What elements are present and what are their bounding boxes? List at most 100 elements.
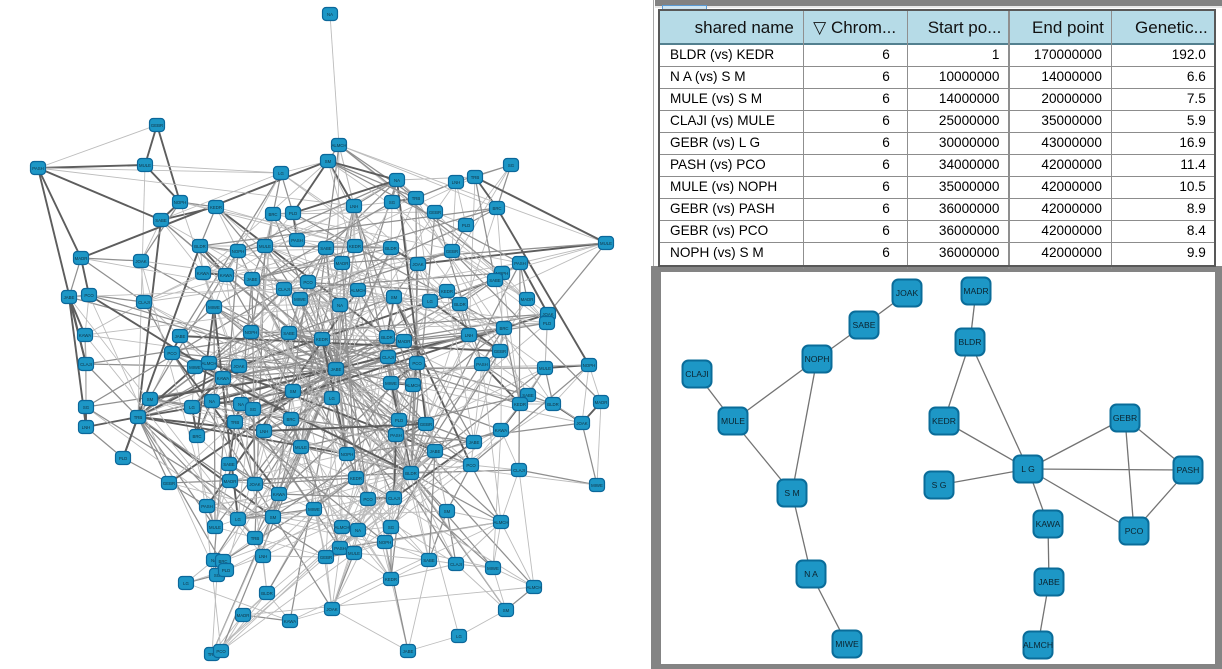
svg-text:BLDR: BLDR — [381, 335, 392, 340]
svg-text:BRC: BRC — [286, 417, 295, 422]
svg-text:NA: NA — [337, 303, 343, 308]
svg-text:JOAK: JOAK — [412, 262, 423, 267]
svg-text:MIWE: MIWE — [487, 566, 499, 571]
svg-text:LG: LG — [329, 396, 335, 401]
svg-text:PASH: PASH — [291, 238, 302, 243]
svg-text:TRB: TRB — [134, 415, 143, 420]
svg-text:MIWE: MIWE — [189, 365, 201, 370]
svg-text:SM: SM — [444, 509, 451, 514]
svg-text:LG: LG — [183, 581, 189, 586]
svg-text:BLDR: BLDR — [959, 337, 982, 347]
svg-text:NOPH: NOPH — [232, 249, 244, 254]
svg-text:LG: LG — [189, 405, 195, 410]
svg-text:LNH: LNH — [350, 204, 359, 209]
svg-text:SM: SM — [270, 515, 277, 520]
svg-text:BRC: BRC — [192, 434, 201, 439]
svg-text:KEDR: KEDR — [349, 244, 361, 249]
svg-text:JABE: JABE — [175, 334, 186, 339]
svg-text:JOAK: JOAK — [249, 482, 260, 487]
svg-text:BRC: BRC — [499, 326, 508, 331]
svg-text:SG: SG — [388, 525, 395, 530]
svg-text:JABE: JABE — [403, 649, 414, 654]
svg-text:KEDR: KEDR — [514, 402, 526, 407]
svg-text:TRB: TRB — [251, 536, 260, 541]
svg-text:ALMCH: ALMCH — [331, 143, 346, 148]
svg-text:BLDR: BLDR — [454, 302, 465, 307]
svg-text:SG: SG — [389, 200, 396, 205]
svg-text:PCO: PCO — [303, 280, 313, 285]
svg-text:JOAK: JOAK — [135, 259, 146, 264]
svg-text:S G: S G — [932, 480, 947, 490]
svg-text:NOPH: NOPH — [341, 452, 353, 457]
svg-text:PCO: PCO — [84, 293, 94, 298]
svg-text:KAWA: KAWA — [1036, 519, 1061, 529]
svg-text:MADR: MADR — [521, 297, 534, 302]
svg-text:SABE: SABE — [489, 278, 501, 283]
svg-text:MADR: MADR — [237, 613, 250, 618]
svg-text:JOAK: JOAK — [896, 288, 919, 298]
svg-text:MADR: MADR — [224, 479, 237, 484]
svg-text:SM: SM — [503, 608, 510, 613]
svg-text:CLAJI: CLAJI — [278, 287, 290, 292]
svg-text:CLAJI: CLAJI — [513, 468, 525, 473]
svg-text:MIWE: MIWE — [294, 297, 306, 302]
svg-text:LNH: LNH — [260, 429, 269, 434]
svg-text:CLAJI: CLAJI — [138, 300, 150, 305]
svg-text:NOPH: NOPH — [583, 363, 595, 368]
svg-text:NA: NA — [238, 402, 244, 407]
svg-text:SABE: SABE — [223, 462, 235, 467]
svg-text:MIWE: MIWE — [208, 305, 220, 310]
svg-text:ALMCH: ALMCH — [334, 525, 349, 530]
svg-text:PCO: PCO — [466, 463, 476, 468]
svg-text:PASH: PASH — [32, 166, 43, 171]
svg-text:CLAJI: CLAJI — [382, 355, 394, 360]
svg-text:PCO: PCO — [1125, 526, 1144, 536]
svg-text:SM: SM — [325, 159, 332, 164]
svg-text:GEBR: GEBR — [446, 249, 458, 254]
svg-text:JABE: JABE — [64, 295, 75, 300]
svg-text:BLDR: BLDR — [194, 244, 205, 249]
svg-text:GEBR: GEBR — [420, 422, 432, 427]
svg-text:ALMCH: ALMCH — [1023, 640, 1053, 650]
svg-text:TRB: TRB — [471, 175, 480, 180]
svg-text:MULE: MULE — [139, 163, 151, 168]
svg-text:GEBR: GEBR — [494, 349, 506, 354]
svg-text:BLDR: BLDR — [261, 591, 272, 596]
svg-text:MULE: MULE — [539, 366, 551, 371]
svg-text:NA: NA — [209, 399, 215, 404]
svg-text:SM: SM — [147, 397, 154, 402]
svg-text:KEDR: KEDR — [932, 416, 956, 426]
svg-text:PASH: PASH — [390, 433, 401, 438]
svg-text:MULE: MULE — [348, 551, 360, 556]
svg-text:GEBR: GEBR — [1113, 413, 1137, 423]
svg-text:JOAK: JOAK — [326, 607, 337, 612]
svg-text:SABE: SABE — [423, 558, 435, 563]
svg-text:MIWE: MIWE — [308, 507, 320, 512]
svg-text:ALMCH: ALMCH — [405, 383, 420, 388]
svg-text:MADR: MADR — [963, 286, 988, 296]
svg-text:BRC: BRC — [218, 559, 227, 564]
svg-text:PLD: PLD — [543, 321, 551, 326]
svg-text:NOPH: NOPH — [174, 200, 186, 205]
svg-text:PLD: PLD — [462, 223, 470, 228]
svg-text:PCO: PCO — [216, 649, 226, 654]
svg-text:KEDR: KEDR — [441, 289, 453, 294]
svg-text:TRB: TRB — [231, 420, 240, 425]
svg-text:BRC: BRC — [268, 212, 277, 217]
svg-text:SG: SG — [214, 573, 221, 578]
svg-text:JOAK: JOAK — [542, 312, 553, 317]
svg-text:LNH: LNH — [465, 333, 474, 338]
svg-text:LG: LG — [278, 171, 284, 176]
svg-text:PLD: PLD — [119, 456, 127, 461]
svg-text:LNH: LNH — [452, 180, 461, 185]
svg-text:LG: LG — [235, 517, 241, 522]
svg-text:SABE: SABE — [155, 218, 167, 223]
svg-text:LNH: LNH — [259, 554, 268, 559]
svg-text:MULE: MULE — [295, 445, 307, 450]
svg-text:PASH: PASH — [514, 261, 525, 266]
svg-text:MIWE: MIWE — [591, 483, 603, 488]
svg-text:JABE: JABE — [430, 449, 441, 454]
svg-text:LG: LG — [456, 634, 462, 639]
svg-text:NA: NA — [355, 528, 361, 533]
svg-text:BLDR: BLDR — [385, 246, 396, 251]
